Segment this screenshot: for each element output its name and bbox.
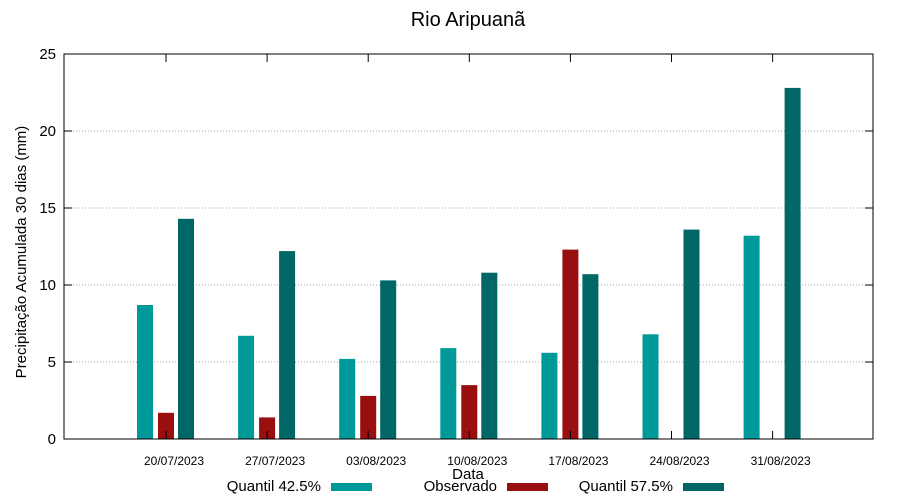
y-tick-label: 15 bbox=[39, 200, 56, 217]
plot-frame bbox=[63, 53, 874, 440]
bar bbox=[481, 272, 498, 439]
bar bbox=[279, 251, 296, 439]
x-tick-label: 17/08/2023 bbox=[548, 454, 608, 468]
bar bbox=[683, 229, 700, 439]
legend-swatch bbox=[507, 483, 548, 491]
bar bbox=[642, 334, 659, 439]
legend-label: Quantil 57.5% bbox=[579, 478, 673, 495]
bar bbox=[137, 305, 153, 439]
chart-title: Rio Aripuanã bbox=[411, 9, 526, 31]
bar bbox=[541, 352, 558, 439]
y-axis: 0 5 10 15 20 25 bbox=[39, 46, 873, 448]
x-axis: 20/07/2023 27/07/2023 03/08/2023 10/08/2023… bbox=[144, 54, 811, 468]
legend-swatch bbox=[331, 483, 372, 491]
legend-swatch bbox=[683, 483, 724, 491]
y-tick-label: 5 bbox=[48, 354, 56, 371]
y-tick-label: 25 bbox=[39, 46, 56, 63]
bar bbox=[562, 249, 579, 439]
y-axis-label: Precipitação Acumulada 30 dias (mm) bbox=[13, 126, 30, 379]
x-tick-label: 31/08/2023 bbox=[751, 454, 811, 468]
bar bbox=[784, 87, 801, 440]
x-axis-label: Data bbox=[452, 466, 484, 483]
y-tick-label: 20 bbox=[39, 123, 56, 140]
bar bbox=[158, 412, 174, 439]
bar bbox=[238, 335, 255, 439]
bar bbox=[259, 417, 276, 439]
x-tick-label: 27/07/2023 bbox=[245, 454, 305, 468]
bar bbox=[339, 358, 356, 439]
legend-label: Quantil 42.5% bbox=[227, 478, 321, 495]
bar bbox=[582, 274, 599, 439]
y-tick-label: 0 bbox=[48, 431, 56, 448]
bar bbox=[743, 235, 760, 439]
bar bbox=[380, 280, 397, 439]
x-tick-label: 20/07/2023 bbox=[144, 454, 204, 468]
legend: Quantil 42.5% Observado Quantil 57.5% bbox=[227, 478, 724, 495]
bars bbox=[137, 87, 801, 440]
bar bbox=[178, 218, 194, 439]
x-tick-label: 03/08/2023 bbox=[346, 454, 406, 468]
legend-label: Observado bbox=[424, 478, 497, 495]
bar bbox=[461, 385, 478, 439]
bar bbox=[440, 348, 457, 439]
x-tick-label: 10/08/2023 bbox=[447, 454, 507, 468]
bar bbox=[360, 395, 377, 439]
x-tick-label: 24/08/2023 bbox=[649, 454, 709, 468]
y-tick-label: 10 bbox=[39, 277, 56, 294]
